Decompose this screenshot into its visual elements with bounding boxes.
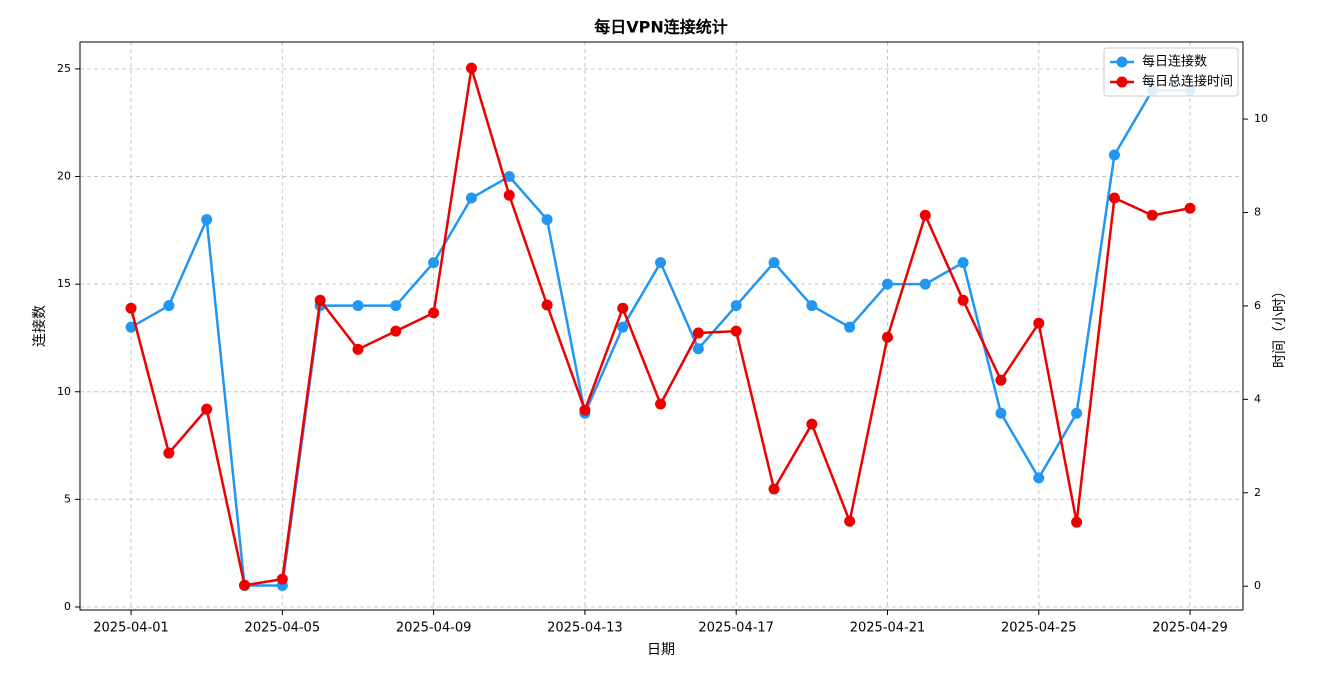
data-point: [201, 403, 213, 415]
plot-frame: [79, 41, 1244, 611]
legend-label: 每日连接数: [1142, 54, 1207, 70]
data-point: [655, 398, 667, 410]
y2-tick-label: 4: [1254, 392, 1261, 405]
x-tick-label: 2025-04-17: [698, 621, 774, 636]
data-point: [768, 257, 780, 269]
data-point: [125, 302, 137, 314]
data-point: [503, 171, 515, 183]
legend-marker: [1116, 76, 1128, 88]
data-point: [1146, 209, 1158, 221]
x-tick-label: 2025-04-21: [850, 621, 926, 636]
legend-box: [1103, 47, 1239, 97]
data-point: [768, 483, 780, 495]
data-point: [163, 447, 175, 459]
data-point: [957, 257, 969, 269]
x-tick-label: 2025-04-29: [1152, 621, 1228, 636]
data-point: [579, 404, 591, 416]
y-tick-label: 15: [57, 277, 71, 290]
data-point: [352, 343, 364, 355]
legend-label: 每日总连接时间: [1142, 74, 1233, 90]
data-point: [465, 62, 477, 74]
data-point: [428, 257, 440, 269]
data-point: [692, 343, 704, 355]
data-point: [503, 189, 515, 201]
data-point: [844, 321, 856, 333]
data-point: [617, 321, 629, 333]
data-point: [276, 573, 288, 585]
data-point: [995, 407, 1007, 419]
data-point: [1184, 202, 1196, 214]
data-point: [1108, 149, 1120, 161]
y2-tick-label: 10: [1254, 112, 1268, 125]
data-point: [428, 307, 440, 319]
data-point: [1071, 407, 1083, 419]
y2-tick-label: 2: [1254, 486, 1261, 499]
data-point: [919, 278, 931, 290]
data-point: [919, 209, 931, 221]
x-axis-label: 日期: [647, 642, 675, 658]
data-point: [806, 300, 818, 312]
data-point: [881, 331, 893, 343]
data-point: [957, 294, 969, 306]
data-point: [655, 257, 667, 269]
data-point: [617, 302, 629, 314]
data-point: [465, 192, 477, 204]
y2-tick-label: 0: [1254, 579, 1261, 592]
y-tick-label: 10: [57, 385, 71, 398]
data-point: [163, 300, 175, 312]
data-point: [1108, 192, 1120, 204]
data-point: [730, 325, 742, 337]
data-point: [1071, 516, 1083, 528]
data-point: [806, 418, 818, 430]
x-tick-label: 2025-04-25: [1001, 621, 1077, 636]
data-point: [1033, 317, 1045, 329]
data-point: [239, 579, 251, 591]
data-point: [541, 214, 553, 226]
data-point: [844, 515, 856, 527]
series-line: [129, 67, 1191, 587]
y-tick-label: 5: [64, 492, 71, 505]
data-point: [881, 278, 893, 290]
data-point: [314, 294, 326, 306]
data-point: [125, 321, 137, 333]
legend-marker: [1116, 56, 1128, 68]
x-tick-label: 2025-04-13: [547, 621, 623, 636]
data-point: [995, 374, 1007, 386]
data-point: [390, 300, 402, 312]
y-axis-label: 连接数: [31, 305, 48, 347]
series-line: [130, 89, 1191, 587]
y2-tick-label: 8: [1254, 205, 1261, 218]
data-point: [730, 300, 742, 312]
x-tick-label: 2025-04-05: [245, 621, 321, 636]
y-tick-label: 20: [57, 170, 71, 183]
y2-tick-label: 6: [1254, 299, 1261, 312]
data-point: [352, 300, 364, 312]
data-point: [692, 327, 704, 339]
y-tick-label: 25: [57, 62, 71, 75]
x-tick-label: 2025-04-01: [93, 621, 169, 636]
data-point: [390, 325, 402, 337]
y2-axis-label: 时间（小时）: [1272, 284, 1288, 368]
x-tick-label: 2025-04-09: [396, 621, 472, 636]
data-point: [201, 214, 213, 226]
chart-title: 每日VPN连接统计: [594, 18, 728, 37]
data-point: [541, 299, 553, 311]
y-tick-label: 0: [64, 600, 71, 613]
data-point: [1033, 472, 1045, 484]
